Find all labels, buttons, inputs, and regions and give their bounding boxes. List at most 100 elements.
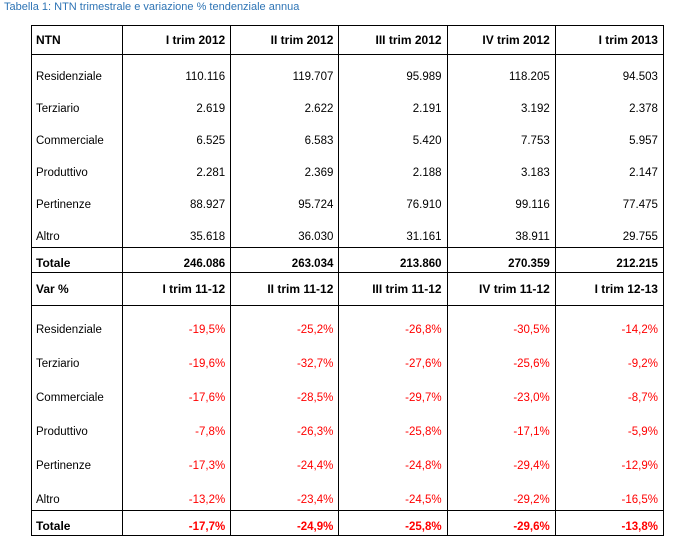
row-label: Pertinenze <box>31 442 123 476</box>
cell: -29,6% <box>446 510 556 536</box>
table-row: Terziario 2.619 2.622 2.191 3.192 2.378 <box>31 87 664 119</box>
cell: -17,7% <box>121 510 232 536</box>
header-cell: I trim 11-12 <box>121 272 232 306</box>
table-row: Produttivo -7,8% -26,3% -25,8% -17,1% -5… <box>31 408 664 442</box>
table-row: Pertinenze 88.927 95.724 76.910 99.116 7… <box>31 183 664 215</box>
ntn-table: NTN I trim 2012 II trim 2012 III trim 20… <box>31 25 664 536</box>
row-label: Commerciale <box>31 119 123 151</box>
header-cell: III trim 2012 <box>338 25 448 55</box>
cell: 35.618 <box>121 215 232 248</box>
row-label: Altro <box>31 476 123 511</box>
header-cell: Var % <box>31 272 123 306</box>
table-row: Commerciale 6.525 6.583 5.420 7.753 5.95… <box>31 119 664 151</box>
header-cell: IV trim 2012 <box>446 25 556 55</box>
cell: -12,9% <box>554 442 664 476</box>
table-row: Commerciale -17,6% -28,5% -29,7% -23,0% … <box>31 374 664 408</box>
cell: 213.860 <box>338 247 448 273</box>
cell: 2.191 <box>338 87 448 119</box>
row-label: Altro <box>31 215 123 248</box>
cell: 94.503 <box>554 54 664 87</box>
cell: -9,2% <box>554 340 664 374</box>
cell: 2.147 <box>554 151 664 183</box>
table-row: Pertinenze -17,3% -24,4% -24,8% -29,4% -… <box>31 442 664 476</box>
header-cell: I trim 2013 <box>554 25 664 55</box>
row-label: Pertinenze <box>31 183 123 215</box>
cell: 36.030 <box>230 215 340 248</box>
cell: 6.583 <box>230 119 340 151</box>
cell: 5.420 <box>338 119 448 151</box>
row-label: Terziario <box>31 87 123 119</box>
row-label: Commerciale <box>31 374 123 408</box>
cell: -24,9% <box>230 510 340 536</box>
header-cell: I trim 12-13 <box>554 272 664 306</box>
cell: 5.957 <box>554 119 664 151</box>
cell: 3.192 <box>446 87 556 119</box>
row-label: Residenziale <box>31 54 123 87</box>
cell: 76.910 <box>338 183 448 215</box>
table-row: Residenziale -19,5% -25,2% -26,8% -30,5%… <box>31 305 664 340</box>
cell: -17,3% <box>121 442 232 476</box>
cell: -24,8% <box>338 442 448 476</box>
cell: -24,5% <box>338 476 448 511</box>
table-row: Terziario -19,6% -32,7% -27,6% -25,6% -9… <box>31 340 664 374</box>
cell: -23,0% <box>446 374 556 408</box>
cell: 7.753 <box>446 119 556 151</box>
cell: 6.525 <box>121 119 232 151</box>
cell: 212.215 <box>554 247 664 273</box>
cell: 119.707 <box>230 54 340 87</box>
cell: -13,8% <box>554 510 664 536</box>
cell: -28,5% <box>230 374 340 408</box>
cell: 95.724 <box>230 183 340 215</box>
row-label: Residenziale <box>31 305 123 340</box>
cell: 110.116 <box>121 54 232 87</box>
header-cell: III trim 11-12 <box>338 272 448 306</box>
table-row: Produttivo 2.281 2.369 2.188 3.183 2.147 <box>31 151 664 183</box>
cell: 118.205 <box>446 54 556 87</box>
cell: 270.359 <box>446 247 556 273</box>
cell: 95.989 <box>338 54 448 87</box>
cell: -25,2% <box>230 305 340 340</box>
ntn-header-row: NTN I trim 2012 II trim 2012 III trim 20… <box>31 25 664 55</box>
cell: -8,7% <box>554 374 664 408</box>
cell: -25,8% <box>338 510 448 536</box>
cell: -7,8% <box>121 408 232 442</box>
cell: 38.911 <box>446 215 556 248</box>
cell: -16,5% <box>554 476 664 511</box>
cell: 3.183 <box>446 151 556 183</box>
header-cell: IV trim 11-12 <box>446 272 556 306</box>
cell: -25,8% <box>338 408 448 442</box>
header-cell: II trim 2012 <box>230 25 340 55</box>
cell: -29,7% <box>338 374 448 408</box>
cell: -14,2% <box>554 305 664 340</box>
cell: 88.927 <box>121 183 232 215</box>
total-row: Totale 246.086 263.034 213.860 270.359 2… <box>31 247 664 273</box>
cell: 263.034 <box>230 247 340 273</box>
row-label: Produttivo <box>31 151 123 183</box>
cell: -24,4% <box>230 442 340 476</box>
row-label: Terziario <box>31 340 123 374</box>
table-row: Residenziale 110.116 119.707 95.989 118.… <box>31 54 664 87</box>
table-caption: Tabella 1: NTN trimestrale e variazione … <box>4 1 300 13</box>
header-cell: I trim 2012 <box>121 25 232 55</box>
table-row: Altro -13,2% -23,4% -24,5% -29,2% -16,5% <box>31 476 664 511</box>
cell: -32,7% <box>230 340 340 374</box>
table-row: Altro 35.618 36.030 31.161 38.911 29.755 <box>31 215 664 248</box>
cell: -13,2% <box>121 476 232 511</box>
cell: 29.755 <box>554 215 664 248</box>
cell: -25,6% <box>446 340 556 374</box>
cell: 246.086 <box>121 247 232 273</box>
cell: -29,4% <box>446 442 556 476</box>
cell: -26,3% <box>230 408 340 442</box>
cell: -5,9% <box>554 408 664 442</box>
cell: 2.619 <box>121 87 232 119</box>
cell: -23,4% <box>230 476 340 511</box>
cell: 2.378 <box>554 87 664 119</box>
cell: -30,5% <box>446 305 556 340</box>
row-label: Produttivo <box>31 408 123 442</box>
cell: 77.475 <box>554 183 664 215</box>
row-label: Totale <box>31 510 123 536</box>
var-header-row: Var % I trim 11-12 II trim 11-12 III tri… <box>31 272 664 306</box>
cell: 31.161 <box>338 215 448 248</box>
cell: -19,5% <box>121 305 232 340</box>
cell: 2.281 <box>121 151 232 183</box>
